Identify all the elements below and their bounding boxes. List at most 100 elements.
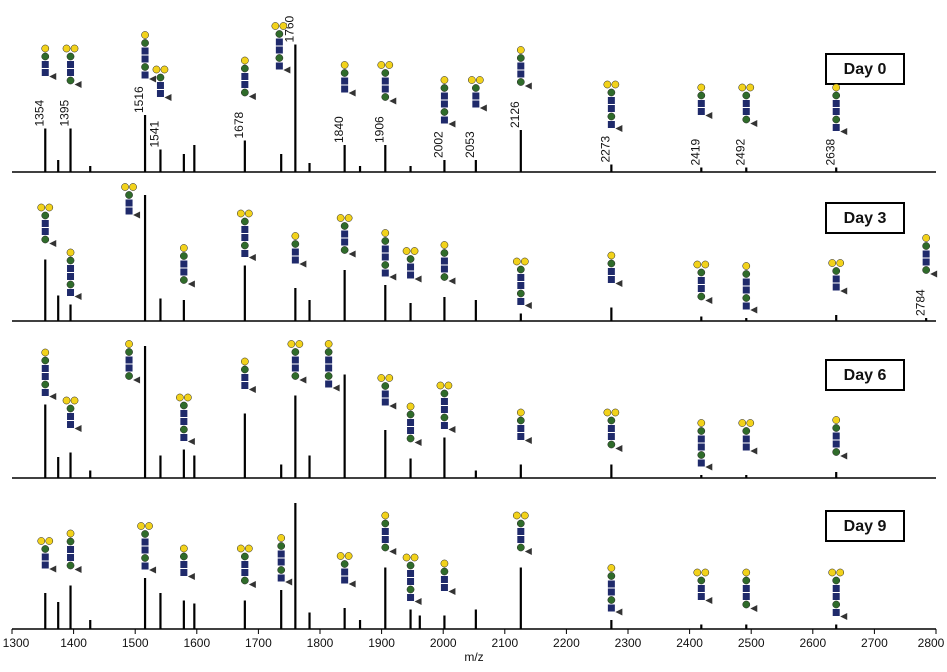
- glycan-fucose: [149, 566, 157, 574]
- glycan-square: [180, 569, 188, 576]
- glycan-square: [180, 418, 188, 425]
- glycan-circle: [41, 545, 50, 553]
- panel-label: Day 3: [844, 210, 887, 227]
- glycan-circle: [607, 564, 616, 572]
- glycan-square: [517, 274, 525, 281]
- glycan-icon: [440, 76, 456, 128]
- glycan-circle: [377, 61, 386, 69]
- glycan-circle: [240, 365, 249, 374]
- glycan-circle: [344, 552, 353, 560]
- glycan-square: [607, 276, 615, 283]
- glycan-circle: [324, 348, 333, 356]
- x-tick-label: 2400: [676, 636, 703, 650]
- glycan-icon: [176, 393, 195, 445]
- glycan-circle: [291, 372, 300, 380]
- glycan-circle: [275, 30, 284, 38]
- glycan-circle: [832, 91, 841, 100]
- glycan-fucose: [74, 293, 82, 300]
- glycan-fucose: [414, 275, 422, 283]
- glycan-icon: [922, 234, 938, 278]
- glycan-square: [517, 528, 525, 535]
- glycan-icon: [381, 511, 397, 555]
- glycan-square: [832, 283, 840, 291]
- glycan-square: [407, 427, 415, 434]
- glycan-circle: [697, 268, 706, 277]
- glycan-square: [125, 207, 133, 215]
- glycan-circle: [275, 54, 284, 62]
- glycan-square: [180, 260, 188, 268]
- glycan-circle: [440, 567, 449, 576]
- panel-label: Day 0: [844, 61, 887, 78]
- x-tick-label: 1600: [183, 636, 210, 650]
- glycan-circle: [467, 76, 476, 84]
- glycan-square: [407, 578, 415, 585]
- glycan-icon: [277, 534, 293, 586]
- glycan-square: [517, 433, 525, 440]
- glycan-circle: [66, 52, 75, 61]
- glycan-circle: [471, 84, 480, 92]
- glycan-icon: [180, 544, 195, 580]
- glycan-circle: [277, 566, 286, 574]
- glycan-square: [832, 432, 840, 440]
- glycan-circle: [832, 600, 841, 609]
- glycan-square: [141, 546, 149, 554]
- glycan-circle: [66, 537, 75, 546]
- glycan-circle: [45, 537, 54, 545]
- glycan-icon: [832, 416, 848, 460]
- x-tick-label: 2800: [918, 636, 945, 650]
- glycan-circle: [240, 88, 249, 97]
- glycan-icon: [137, 522, 157, 574]
- glycan-square: [832, 440, 840, 448]
- glycan-square: [41, 389, 49, 396]
- glycan-fucose: [705, 112, 713, 119]
- glycan-icon: [693, 568, 713, 604]
- glycan-circle: [141, 63, 149, 71]
- glycan-circle: [125, 348, 133, 356]
- glycan-circle: [184, 393, 192, 402]
- glycan-icon: [440, 559, 456, 595]
- glycan-circle: [440, 108, 449, 116]
- x-tick-label: 1400: [60, 636, 87, 650]
- glycan-square: [341, 568, 349, 576]
- glycan-circle: [279, 22, 288, 30]
- glycan-fucose: [348, 89, 356, 97]
- glycan-square: [156, 90, 164, 97]
- glycan-square: [241, 250, 249, 257]
- glycan-square: [697, 435, 705, 443]
- glycan-fucose: [133, 376, 141, 384]
- glycan-circle: [141, 530, 149, 538]
- glycan-fucose: [187, 573, 195, 580]
- glycan-icon: [742, 568, 758, 612]
- glycan-icon: [340, 61, 356, 97]
- glycan-square: [381, 85, 389, 93]
- glycan-square: [325, 364, 333, 372]
- glycan-fucose: [299, 260, 307, 268]
- glycan-square: [241, 561, 249, 568]
- glycan-icon: [336, 552, 356, 588]
- glycan-square: [832, 275, 840, 283]
- glycan-circle: [66, 280, 75, 289]
- glycan-circle: [180, 244, 188, 252]
- glycan-square: [517, 298, 525, 305]
- glycan-circle: [344, 214, 353, 222]
- glycan-circle: [738, 419, 747, 427]
- glycan-square: [41, 69, 49, 76]
- panel-label-box: [825, 510, 905, 542]
- glycan-fucose: [840, 128, 848, 135]
- peak-label: 2126: [508, 101, 522, 128]
- glycan-icon: [236, 209, 256, 261]
- glycan-fucose: [285, 578, 293, 586]
- glycan-circle: [440, 241, 449, 249]
- glycan-square: [156, 82, 164, 89]
- panel-label-box: [825, 359, 905, 391]
- glycan-square: [291, 256, 299, 264]
- glycan-circle: [520, 257, 529, 266]
- glycan-square: [341, 230, 349, 238]
- glycan-circle: [832, 115, 841, 124]
- peak-label: 1354: [32, 99, 46, 126]
- glycan-circle: [402, 553, 411, 562]
- glycan-circle: [176, 393, 184, 402]
- glycan-square: [407, 570, 415, 577]
- peak-label: 2784: [913, 289, 927, 316]
- glycan-circle: [291, 232, 300, 240]
